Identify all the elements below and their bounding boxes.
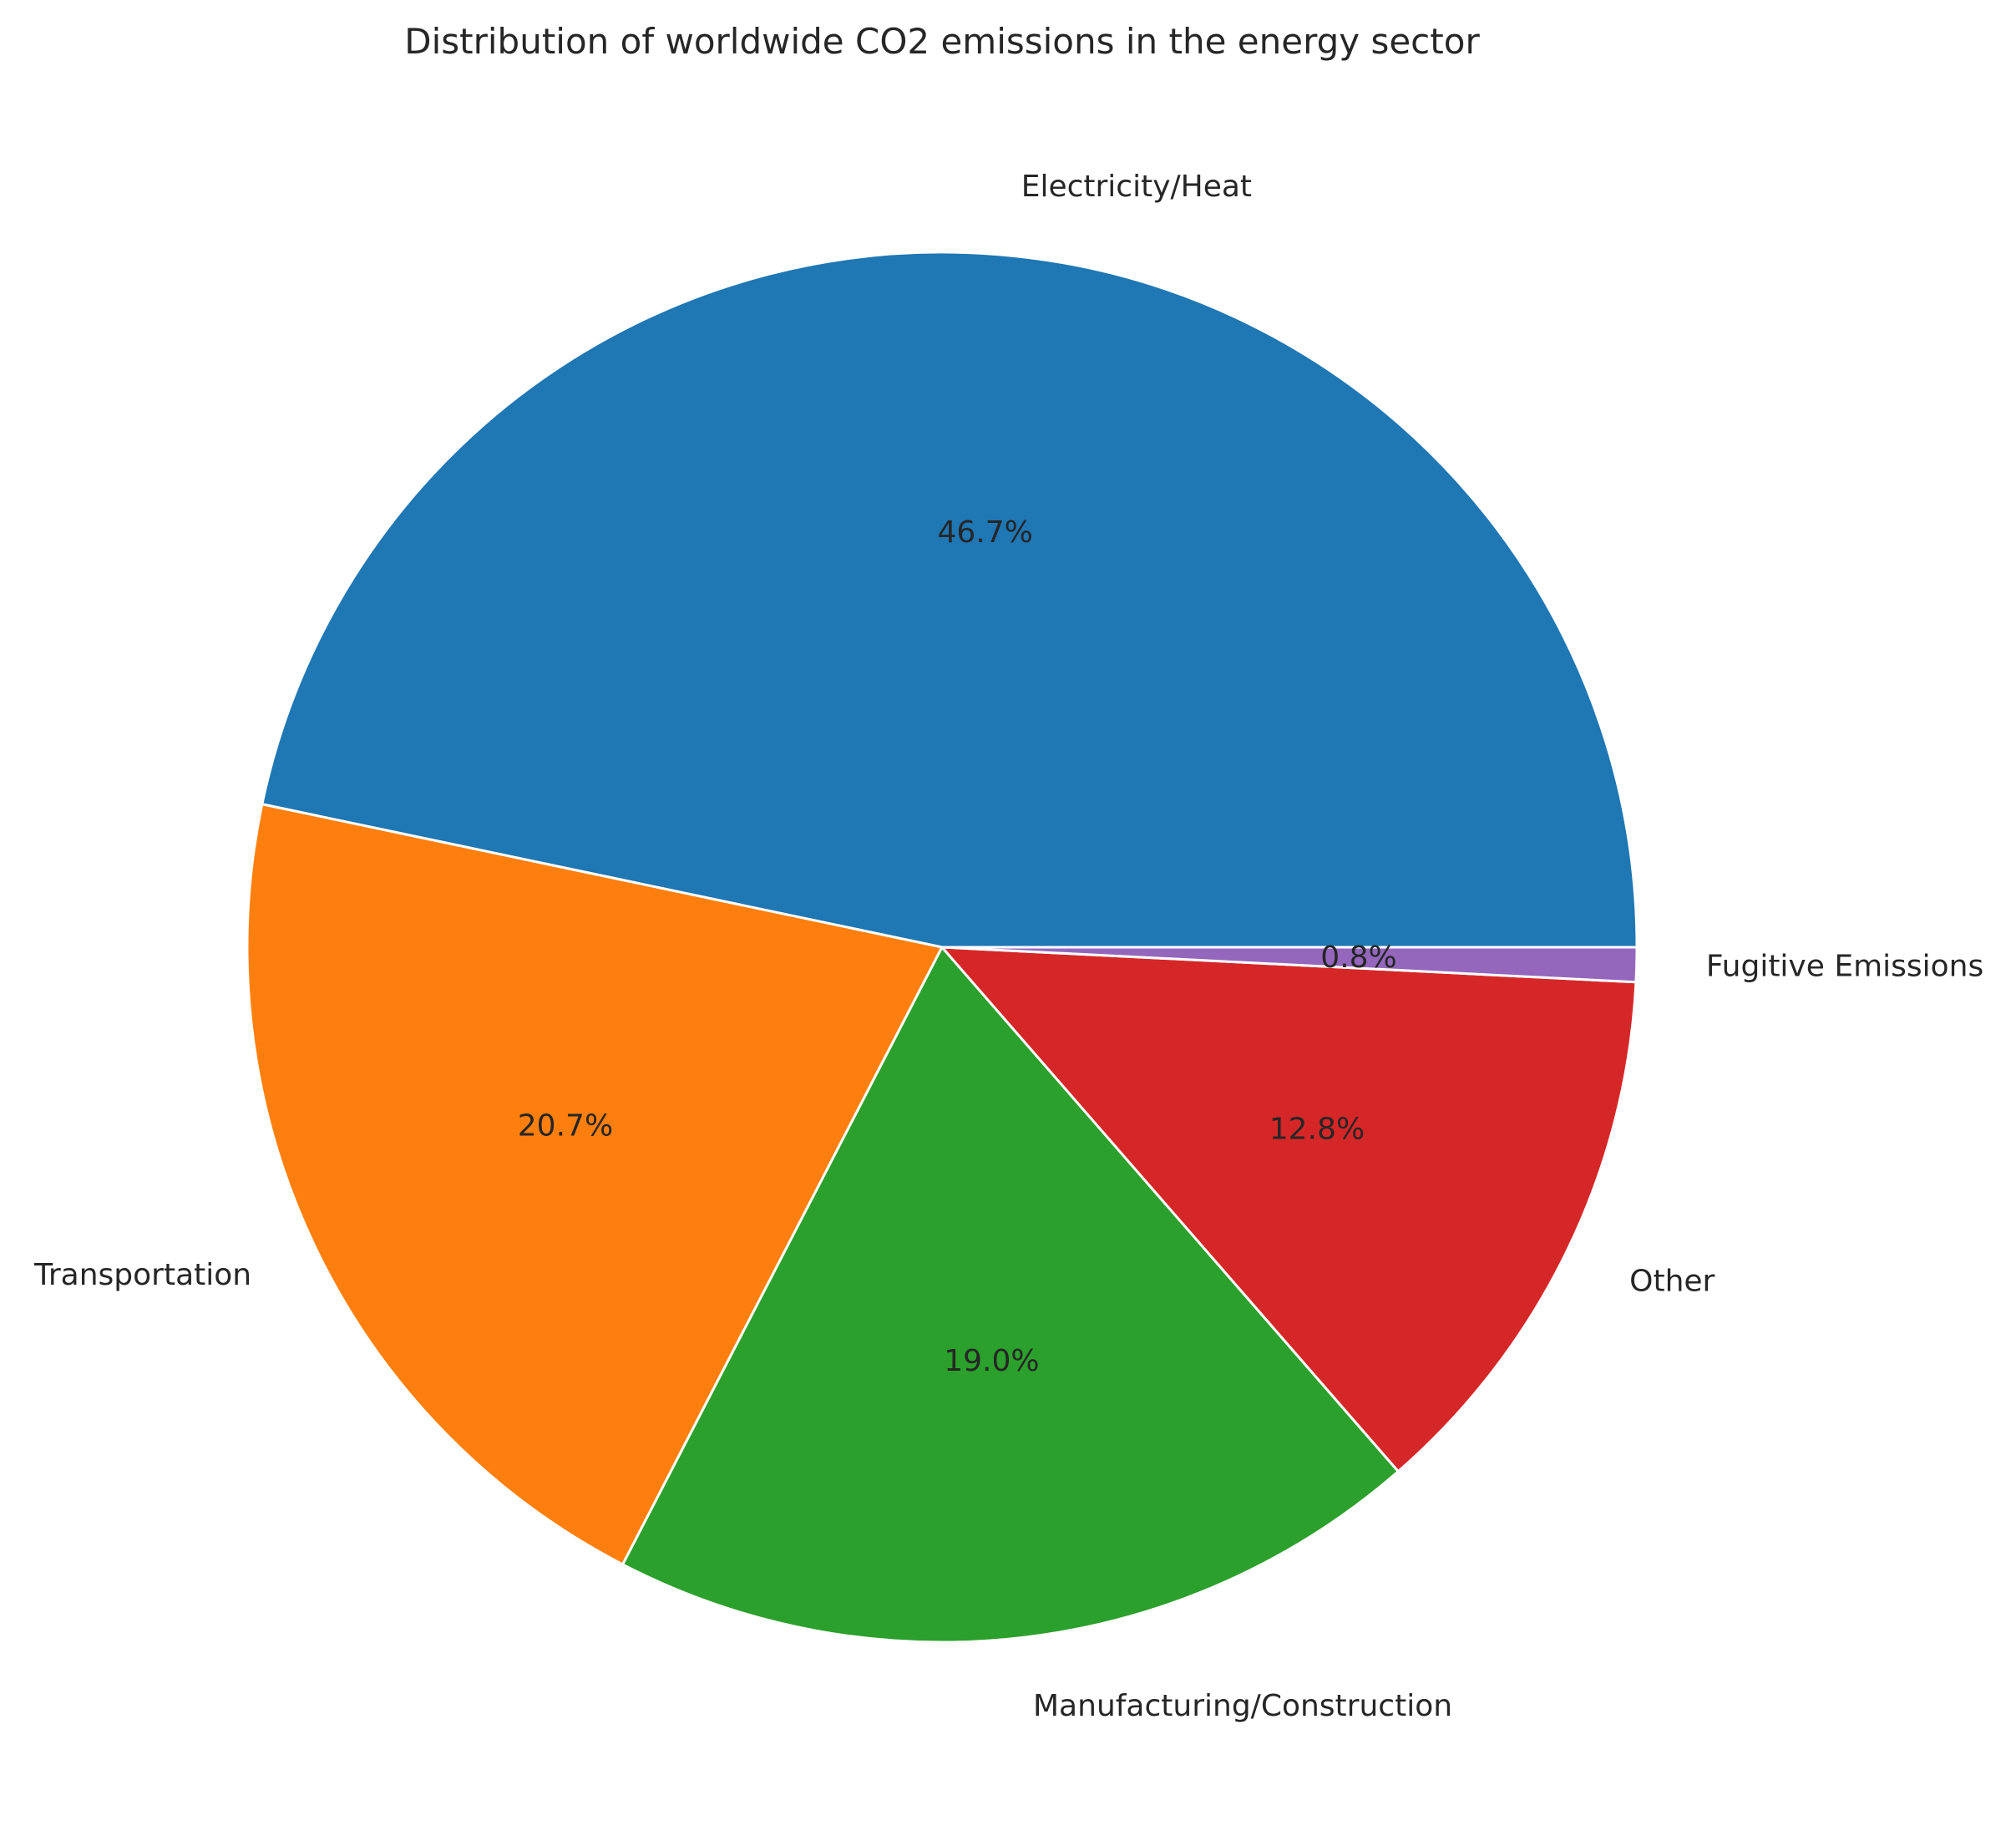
slice-labels: Electricity/Heat Transportation Manufactur… [33,170,1983,1723]
percent-label-fugitive-emissions: 0.8% [1320,941,1396,975]
slice-label-manufacturing-construction: Manufacturing/Construction [1033,1689,1452,1723]
chart-title: Distribution of worldwide CO2 emissions … [404,21,1480,62]
pie-slice-transportation [246,803,944,1566]
percent-labels: 46.7% 20.7% 19.0% 12.8% 0.8% [518,515,1397,1378]
slice-label-transportation: Transportation [33,1258,251,1292]
pie-slice-manufacturing-construction [621,946,1400,1644]
pie-slice-electricity-heat [261,251,1639,949]
percent-label-manufacturing-construction: 19.0% [944,1344,1039,1378]
pie-slices [246,251,1639,1644]
slice-label-other: Other [1629,1265,1715,1299]
pie-slice-other [940,946,1638,1473]
percent-label-transportation: 20.7% [518,1108,613,1143]
slice-label-electricity-heat: Electricity/Heat [1021,170,1252,204]
slice-label-fugitive-emissions: Fugitive Emissions [1706,950,1983,984]
percent-label-electricity-heat: 46.7% [937,515,1032,550]
pie-slice-fugitive-emissions [940,946,1639,984]
percent-label-other: 12.8% [1269,1113,1365,1147]
